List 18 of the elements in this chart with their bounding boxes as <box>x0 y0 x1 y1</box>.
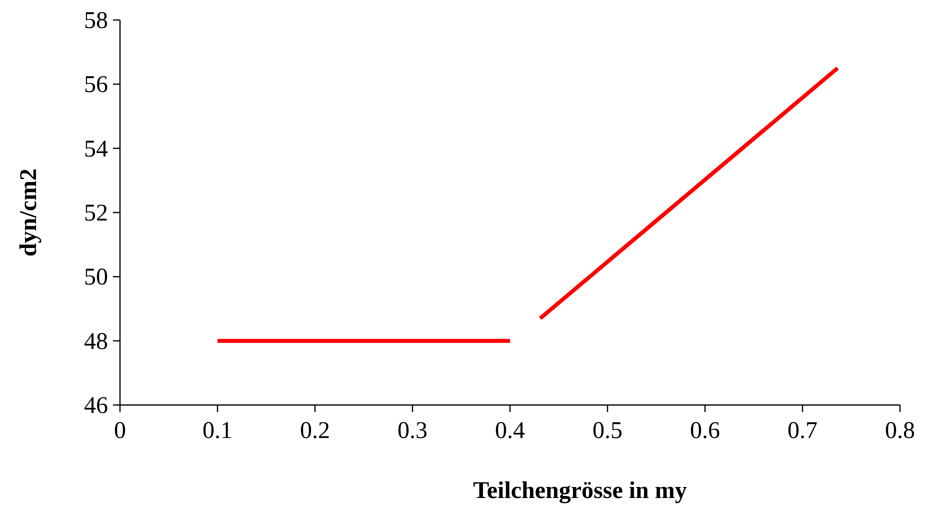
y-axis-title: dyn/cm2 <box>16 168 42 257</box>
y-tick-label: 50 <box>84 264 108 291</box>
y-tick-label: 52 <box>84 200 108 226</box>
x-tick-label: 0.3 <box>398 418 428 444</box>
x-tick-label: 0.4 <box>495 418 525 444</box>
y-tick-label: 48 <box>84 328 108 355</box>
y-tick-label: 56 <box>84 72 108 98</box>
y-tick-label: 54 <box>84 136 108 162</box>
x-tick-label: 0.6 <box>690 418 720 444</box>
y-tick-label: 46 <box>84 393 108 419</box>
x-tick-label: 0.7 <box>788 418 818 444</box>
x-tick-label: 0.8 <box>885 418 915 444</box>
x-axis-title: Teilchengrösse in my <box>473 478 687 504</box>
y-tick-label: 58 <box>84 8 108 34</box>
x-tick-label: 0.5 <box>592 418 622 444</box>
x-tick-label: 0.1 <box>202 418 232 444</box>
x-tick-label: 0 <box>114 418 126 444</box>
x-tick-label: 0.2 <box>300 418 330 444</box>
